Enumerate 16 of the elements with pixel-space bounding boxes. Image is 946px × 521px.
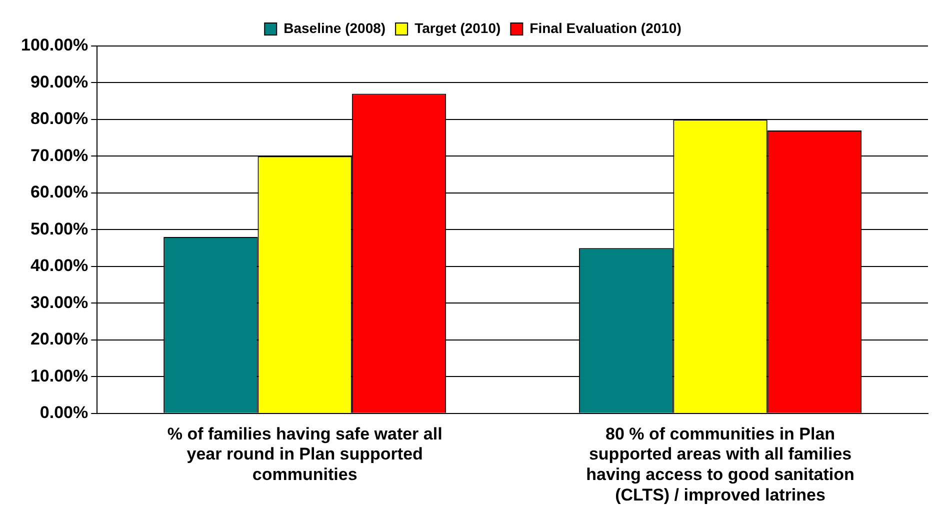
y-tick-label: 50.00% [30,219,88,238]
y-tick-label: 0.00% [40,403,88,422]
y-tick-label: 30.00% [30,292,88,312]
x-tick-label: % of families having safe water all year round in Plan supported communities [167,424,442,484]
y-tick-label: 40.00% [30,256,88,276]
y-tick-label: 90.00% [30,72,88,92]
legend-label: Baseline (2008) [284,20,386,36]
y-tick-label: 100.00% [20,36,88,55]
y-tick-label: 20.00% [30,330,88,349]
y-tick-label: 60.00% [30,182,88,202]
legend-label: Final Evaluation (2010) [530,20,682,36]
x-tick-label: 80 % of communities in Plan supported areas with all families having access to good sanitation (CLTS) / improved latrines [586,424,854,504]
y-tick-label: 10.00% [30,366,88,386]
y-tick-label: 80.00% [30,109,88,128]
legend-label: Target (2010) [414,20,501,36]
y-tick-label: 70.00% [30,146,88,165]
